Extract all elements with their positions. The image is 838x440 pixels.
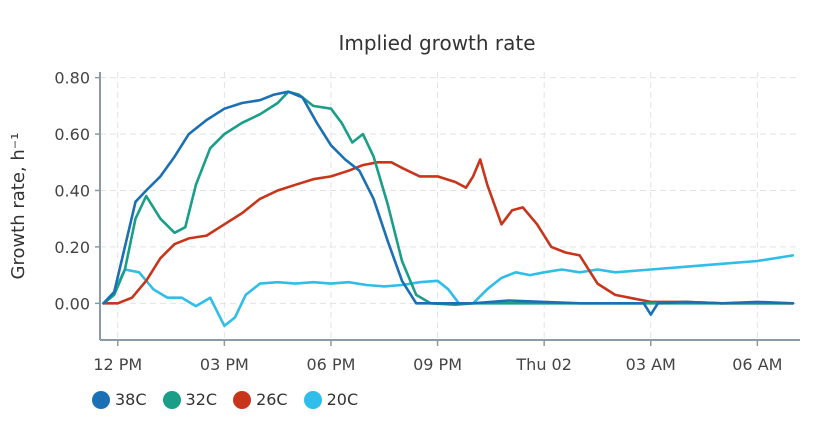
y-tick-label: 0.20 xyxy=(54,238,90,257)
y-tick-label: 0.40 xyxy=(54,181,90,200)
x-tick-label: Thu 02 xyxy=(515,355,572,374)
legend-swatch xyxy=(303,390,322,409)
x-tick-label: 06 AM xyxy=(732,355,782,374)
x-tick-label: 06 PM xyxy=(307,355,356,374)
y-tick-label: 0.80 xyxy=(54,69,90,88)
legend-item-32c[interactable]: 32C xyxy=(162,390,218,409)
legend-swatch xyxy=(162,390,181,409)
series-line-38c[interactable] xyxy=(102,90,795,316)
legend-item-38c[interactable]: 38C xyxy=(92,390,147,409)
legend-label: 32C xyxy=(185,390,218,409)
legend-swatch xyxy=(92,390,110,409)
x-tick-label: 03 AM xyxy=(626,355,676,374)
series-line-32c[interactable] xyxy=(102,90,795,307)
axes-layer: 0.00 0.20 0.40 0.60 0.80 12 PM 03 PM 06 PM 09 PM… xyxy=(54,69,800,374)
series-layer xyxy=(102,90,795,328)
legend-label: 38C xyxy=(115,390,147,409)
legend-swatch xyxy=(233,390,252,409)
legend-label: 20C xyxy=(326,390,359,409)
legend-item-20c[interactable]: 20C xyxy=(303,390,359,409)
legend-label: 26C xyxy=(256,390,288,409)
series-line-20c[interactable] xyxy=(102,254,795,328)
x-tick-label: 12 PM xyxy=(93,355,142,374)
chart-title: Implied growth rate xyxy=(338,31,535,55)
legend: 38C 32C 26C 20C xyxy=(92,390,358,409)
x-tick-label: 03 PM xyxy=(200,355,249,374)
series-line-26c[interactable] xyxy=(102,158,795,305)
x-tick-label: 09 PM xyxy=(413,355,462,374)
legend-item-26c[interactable]: 26C xyxy=(233,390,288,409)
y-tick-label: 0.60 xyxy=(54,125,90,144)
grid-layer xyxy=(100,72,800,340)
y-tick-label: 0.00 xyxy=(54,294,90,313)
y-axis-label: Growth rate, h⁻¹ xyxy=(8,132,29,279)
